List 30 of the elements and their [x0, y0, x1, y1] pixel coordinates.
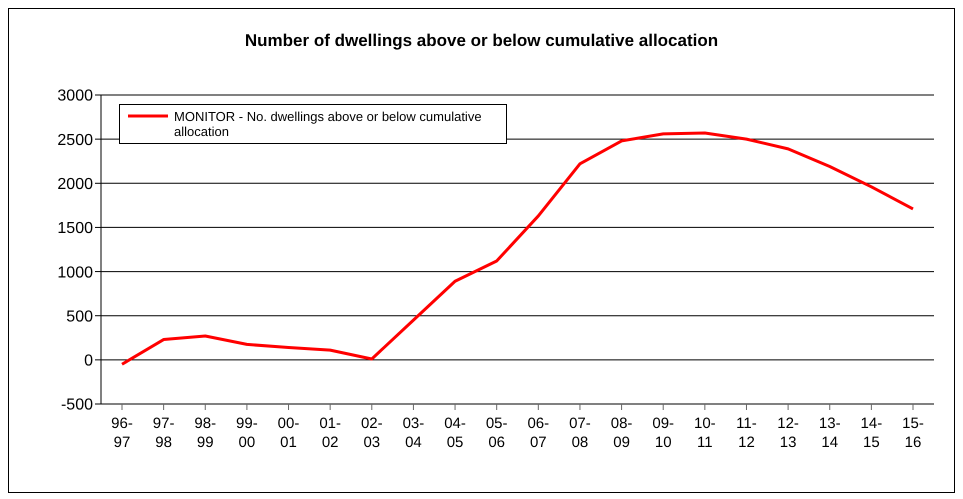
x-tick-label: 96-97	[111, 415, 133, 451]
x-tick-label: 06-07	[527, 415, 550, 451]
x-tick-label: 08-09	[610, 415, 632, 451]
y-tick-label: 2500	[57, 132, 94, 149]
x-tick-label: 02-03	[360, 415, 383, 451]
x-tick-label: 07-08	[569, 415, 591, 451]
y-tick-label: -500	[60, 396, 94, 414]
x-tick-label: 13-14	[818, 415, 841, 451]
x-tick-label: 97-98	[152, 415, 174, 451]
x-tick-label: 15-16	[902, 415, 924, 451]
x-tick-label: 09-10	[652, 415, 674, 451]
y-tick-label: 0	[84, 352, 94, 370]
y-tick-label: 500	[66, 308, 94, 326]
legend-label: MONITOR - No. dwellings above or below cumulative allocation	[174, 109, 483, 139]
chart-title: Number of dwellings above or below cumulative allocation	[244, 31, 720, 51]
x-tick-label: 11-12	[736, 415, 757, 451]
x-tick-label: 99-00	[236, 415, 258, 451]
x-tick-label: 00-01	[278, 415, 300, 451]
x-tick-label: 14-15	[860, 415, 882, 451]
x-tick-label: 12-13	[777, 415, 799, 451]
y-tick-label: 2000	[57, 176, 94, 193]
x-tick-label: 05-06	[486, 415, 508, 451]
x-tick-label: 01-02	[319, 415, 341, 451]
y-tick-label: 1000	[57, 264, 94, 282]
x-tick-label: 98-99	[194, 415, 216, 451]
y-tick-label: 3000	[57, 88, 94, 105]
x-tick-label: 03-04	[402, 415, 424, 451]
x-tick-label: 10-11	[694, 415, 716, 451]
x-tick-label: 04-05	[444, 415, 466, 451]
y-tick-label: 1500	[57, 220, 94, 238]
